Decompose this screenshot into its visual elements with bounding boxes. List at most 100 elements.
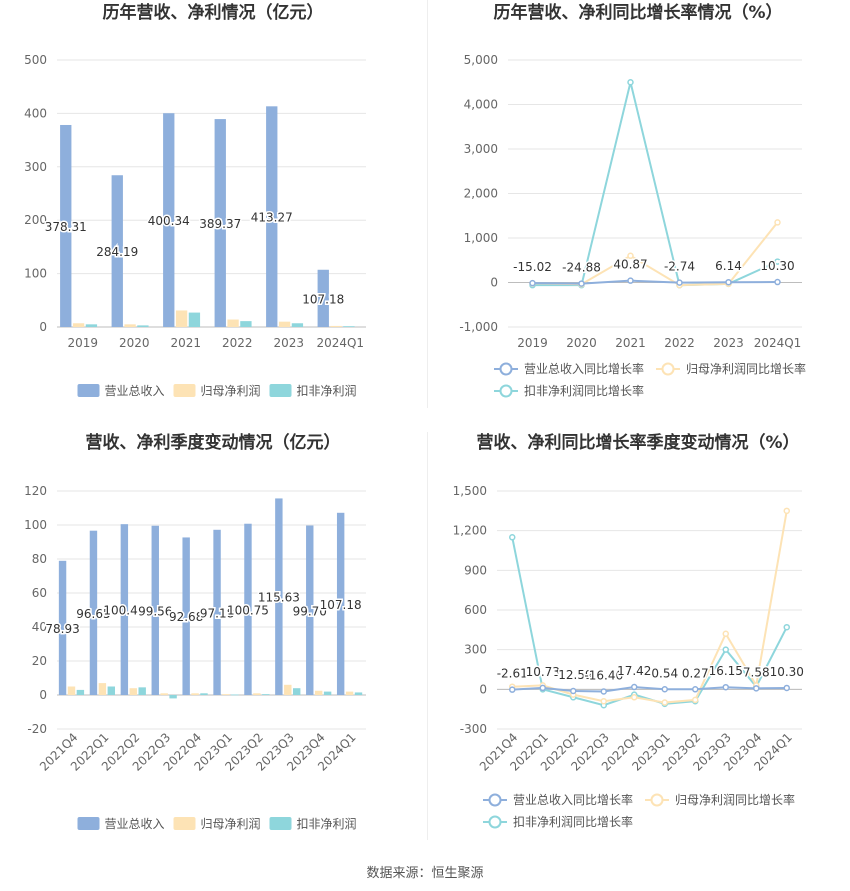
y-tick-label: 20 — [32, 654, 47, 668]
line-data-label: 6.14 — [715, 259, 742, 273]
y-tick-label: 400 — [24, 106, 47, 120]
bar-2 — [72, 323, 85, 327]
bar-2 — [278, 321, 291, 327]
x-tick-label: 2021 — [170, 336, 201, 350]
bar-3 — [85, 324, 98, 327]
y-tick-label: 0 — [39, 688, 47, 702]
bar-data-label: 96.65 — [76, 607, 110, 621]
bar-2 — [330, 325, 342, 327]
bar-data-label: 378.31 — [45, 220, 87, 234]
data-source: 数据来源：恒生聚源 — [366, 866, 484, 881]
y-tick-label: 60 — [32, 586, 47, 600]
bar-2 — [284, 684, 292, 695]
legend-swatch — [269, 817, 292, 830]
bar-1 — [151, 525, 159, 695]
bar-1 — [111, 175, 123, 327]
chart-title: 营收、净利同比增长率季度变动情况（%） — [476, 432, 799, 453]
legend-swatch — [173, 384, 196, 397]
chart-title: 历年营收、净利情况（亿元） — [103, 2, 324, 23]
legend-swatch — [77, 817, 100, 830]
bar-1 — [244, 523, 252, 695]
bar-3 — [169, 695, 177, 699]
bar-3 — [262, 694, 270, 695]
chart-quarterly-amounts: 营收、净利季度变动情况（亿元）-200204060801001202021Q42… — [24, 432, 366, 831]
series-line-1 — [532, 279, 778, 285]
vertical-divider-top — [427, 0, 428, 408]
bar-1 — [214, 119, 226, 328]
bar-data-label: 284.19 — [96, 245, 138, 259]
bar-2 — [124, 324, 136, 327]
y-tick-label: 900 — [464, 563, 487, 577]
bar-3 — [107, 686, 116, 695]
y-tick-label: 300 — [464, 643, 487, 657]
legend-swatch — [173, 817, 196, 830]
line-data-label: -12.59 — [554, 668, 593, 682]
series-point-2 — [783, 507, 790, 515]
legend-label: 营业总收入同比增长率 — [513, 792, 633, 807]
series-point-2 — [774, 219, 781, 226]
bar-2 — [314, 690, 323, 695]
legend-label: 扣非净利润同比增长率 — [513, 814, 633, 829]
legend-label: 归母净利润 — [201, 817, 261, 831]
series-point-2 — [600, 697, 607, 705]
bar-3 — [291, 323, 304, 327]
series-line-2 — [532, 221, 779, 287]
bar-data-label: 99.56 — [138, 604, 172, 618]
legend-label: 归母净利润 — [201, 384, 261, 398]
bar-data-label: 99.70 — [293, 604, 327, 618]
bar-2 — [253, 693, 261, 695]
series-point-1 — [661, 686, 668, 693]
bar-1 — [306, 525, 314, 695]
y-tick-label: 0 — [479, 682, 487, 696]
x-tick-label: 2023 — [713, 336, 744, 350]
y-tick-label: 4,000 — [464, 98, 498, 112]
y-tick-label: 100 — [24, 518, 47, 532]
y-tick-label: 3,000 — [464, 142, 498, 156]
bar-1 — [120, 524, 129, 695]
legend-label: 归母净利润同比增长率 — [675, 792, 795, 807]
line-data-label: 0.27 — [682, 666, 709, 680]
y-tick-label: 5,000 — [464, 53, 498, 67]
line-data-label: -24.88 — [562, 261, 601, 275]
series-point-1 — [631, 683, 638, 691]
x-tick-label: 2022 — [664, 336, 695, 350]
bar-2 — [175, 310, 188, 327]
y-tick-label: 120 — [24, 484, 47, 498]
y-tick-label: -20 — [27, 722, 47, 736]
bar-3 — [323, 691, 332, 695]
series-point-1 — [627, 277, 634, 284]
legend-label: 营业总收入同比增长率 — [524, 361, 644, 376]
y-tick-label: 600 — [464, 603, 487, 617]
y-tick-label: 300 — [24, 160, 47, 174]
y-tick-label: 500 — [24, 53, 47, 67]
series-point-3 — [627, 79, 634, 86]
legend-label: 营业总收入 — [105, 384, 165, 398]
bar-2 — [345, 691, 354, 695]
x-tick-label: 2023 — [273, 336, 304, 350]
legend-label: 扣非净利润 — [297, 384, 357, 398]
bar-2 — [98, 683, 107, 695]
series-point-3 — [722, 646, 729, 653]
chart-title: 营收、净利季度变动情况（亿元） — [86, 432, 341, 453]
bar-3 — [292, 688, 301, 695]
series-point-2 — [627, 252, 634, 260]
legend-label: 归母净利润同比增长率 — [686, 361, 806, 376]
bar-1 — [58, 560, 67, 695]
series-point-1 — [774, 278, 781, 286]
series-point-2 — [631, 694, 638, 701]
series-point-3 — [509, 534, 516, 541]
y-tick-label: -300 — [460, 722, 487, 736]
y-tick-label: 1,000 — [464, 231, 498, 245]
series-point-1 — [570, 687, 577, 695]
legend-swatch — [77, 384, 100, 397]
legend-swatch-marker — [499, 384, 513, 398]
x-tick-label: 2020 — [566, 336, 597, 350]
line-data-label: -16.46 — [584, 669, 623, 683]
line-data-label: -15.02 — [513, 260, 552, 274]
line-data-label: 10.30 — [770, 665, 804, 679]
y-tick-label: 1,500 — [453, 484, 487, 498]
line-data-label: 16.15 — [709, 664, 743, 678]
bar-data-label: 92.68 — [169, 610, 203, 624]
bar-1 — [213, 529, 221, 695]
bar-3 — [343, 326, 355, 327]
